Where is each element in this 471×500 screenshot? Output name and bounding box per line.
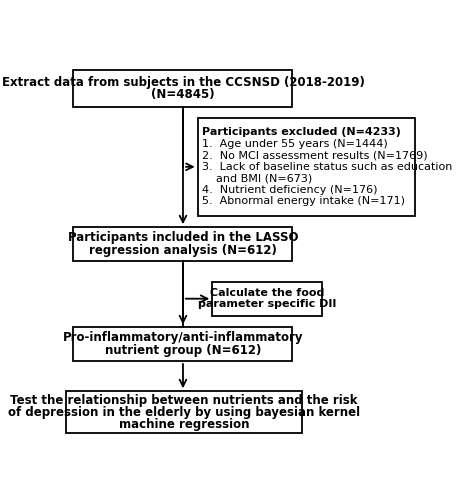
Text: 5.  Abnormal energy intake (N=171): 5. Abnormal energy intake (N=171) (202, 196, 405, 206)
Text: regression analysis (N=612): regression analysis (N=612) (89, 244, 277, 256)
FancyBboxPatch shape (212, 282, 322, 316)
Text: 1.  Age under 55 years (N=1444): 1. Age under 55 years (N=1444) (202, 138, 388, 148)
FancyBboxPatch shape (66, 391, 301, 434)
FancyBboxPatch shape (198, 118, 415, 216)
FancyBboxPatch shape (73, 70, 292, 107)
Text: Participants included in the LASSO: Participants included in the LASSO (68, 232, 298, 244)
FancyBboxPatch shape (73, 227, 292, 261)
Text: Test the relationship between nutrients and the risk: Test the relationship between nutrients … (10, 394, 357, 406)
Text: Participants excluded (N=4233): Participants excluded (N=4233) (202, 127, 401, 137)
Text: 3.  Lack of baseline status such as education: 3. Lack of baseline status such as educa… (202, 162, 452, 172)
Text: 2.  No MCI assessment results (N=1769): 2. No MCI assessment results (N=1769) (202, 150, 428, 160)
Text: machine regression: machine regression (119, 418, 249, 431)
Text: Pro-inflammatory/anti-inflammatory: Pro-inflammatory/anti-inflammatory (63, 332, 303, 344)
Text: Extract data from subjects in the CCSNSD (2018-2019): Extract data from subjects in the CCSNSD… (1, 76, 365, 89)
Text: Calculate the food: Calculate the food (210, 288, 324, 298)
Text: and BMI (N=673): and BMI (N=673) (202, 174, 312, 184)
Text: (N=4845): (N=4845) (151, 88, 215, 102)
Text: of depression in the elderly by using bayesian kernel: of depression in the elderly by using ba… (8, 406, 360, 419)
Text: nutrient group (N=612): nutrient group (N=612) (105, 344, 261, 357)
Text: 4.  Nutrient deficiency (N=176): 4. Nutrient deficiency (N=176) (202, 185, 377, 195)
FancyBboxPatch shape (73, 327, 292, 361)
Text: parameter specific DII: parameter specific DII (198, 300, 336, 310)
